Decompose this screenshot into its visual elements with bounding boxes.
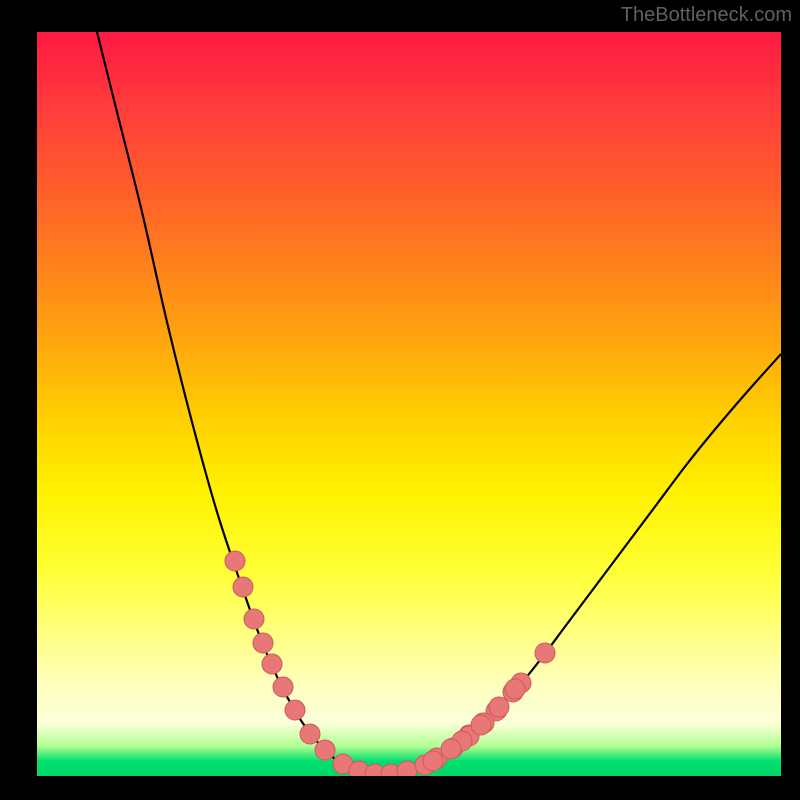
plot-area — [37, 32, 781, 776]
curve-line — [97, 32, 781, 775]
chart-container: TheBottleneck.com — [0, 0, 800, 800]
data-dot — [225, 551, 245, 571]
watermark-label: TheBottleneck.com — [621, 4, 792, 27]
data-dot — [285, 700, 305, 720]
data-dot — [397, 761, 417, 776]
curve-svg — [37, 32, 781, 776]
data-dot — [233, 577, 253, 597]
data-dot — [273, 677, 293, 697]
data-dot — [262, 654, 282, 674]
data-dot — [441, 739, 461, 759]
data-dot — [244, 609, 264, 629]
dot-cluster-bottom — [333, 754, 435, 776]
data-dot — [423, 751, 443, 771]
bottleneck-curve — [97, 32, 781, 775]
data-dot — [253, 633, 273, 653]
data-dot — [489, 697, 509, 717]
data-dot — [535, 643, 555, 663]
data-dot — [505, 679, 525, 699]
dot-cluster-left — [225, 551, 335, 760]
data-dot — [471, 715, 491, 735]
data-dot — [300, 724, 320, 744]
dot-cluster-right — [423, 643, 555, 771]
data-dot — [315, 740, 335, 760]
